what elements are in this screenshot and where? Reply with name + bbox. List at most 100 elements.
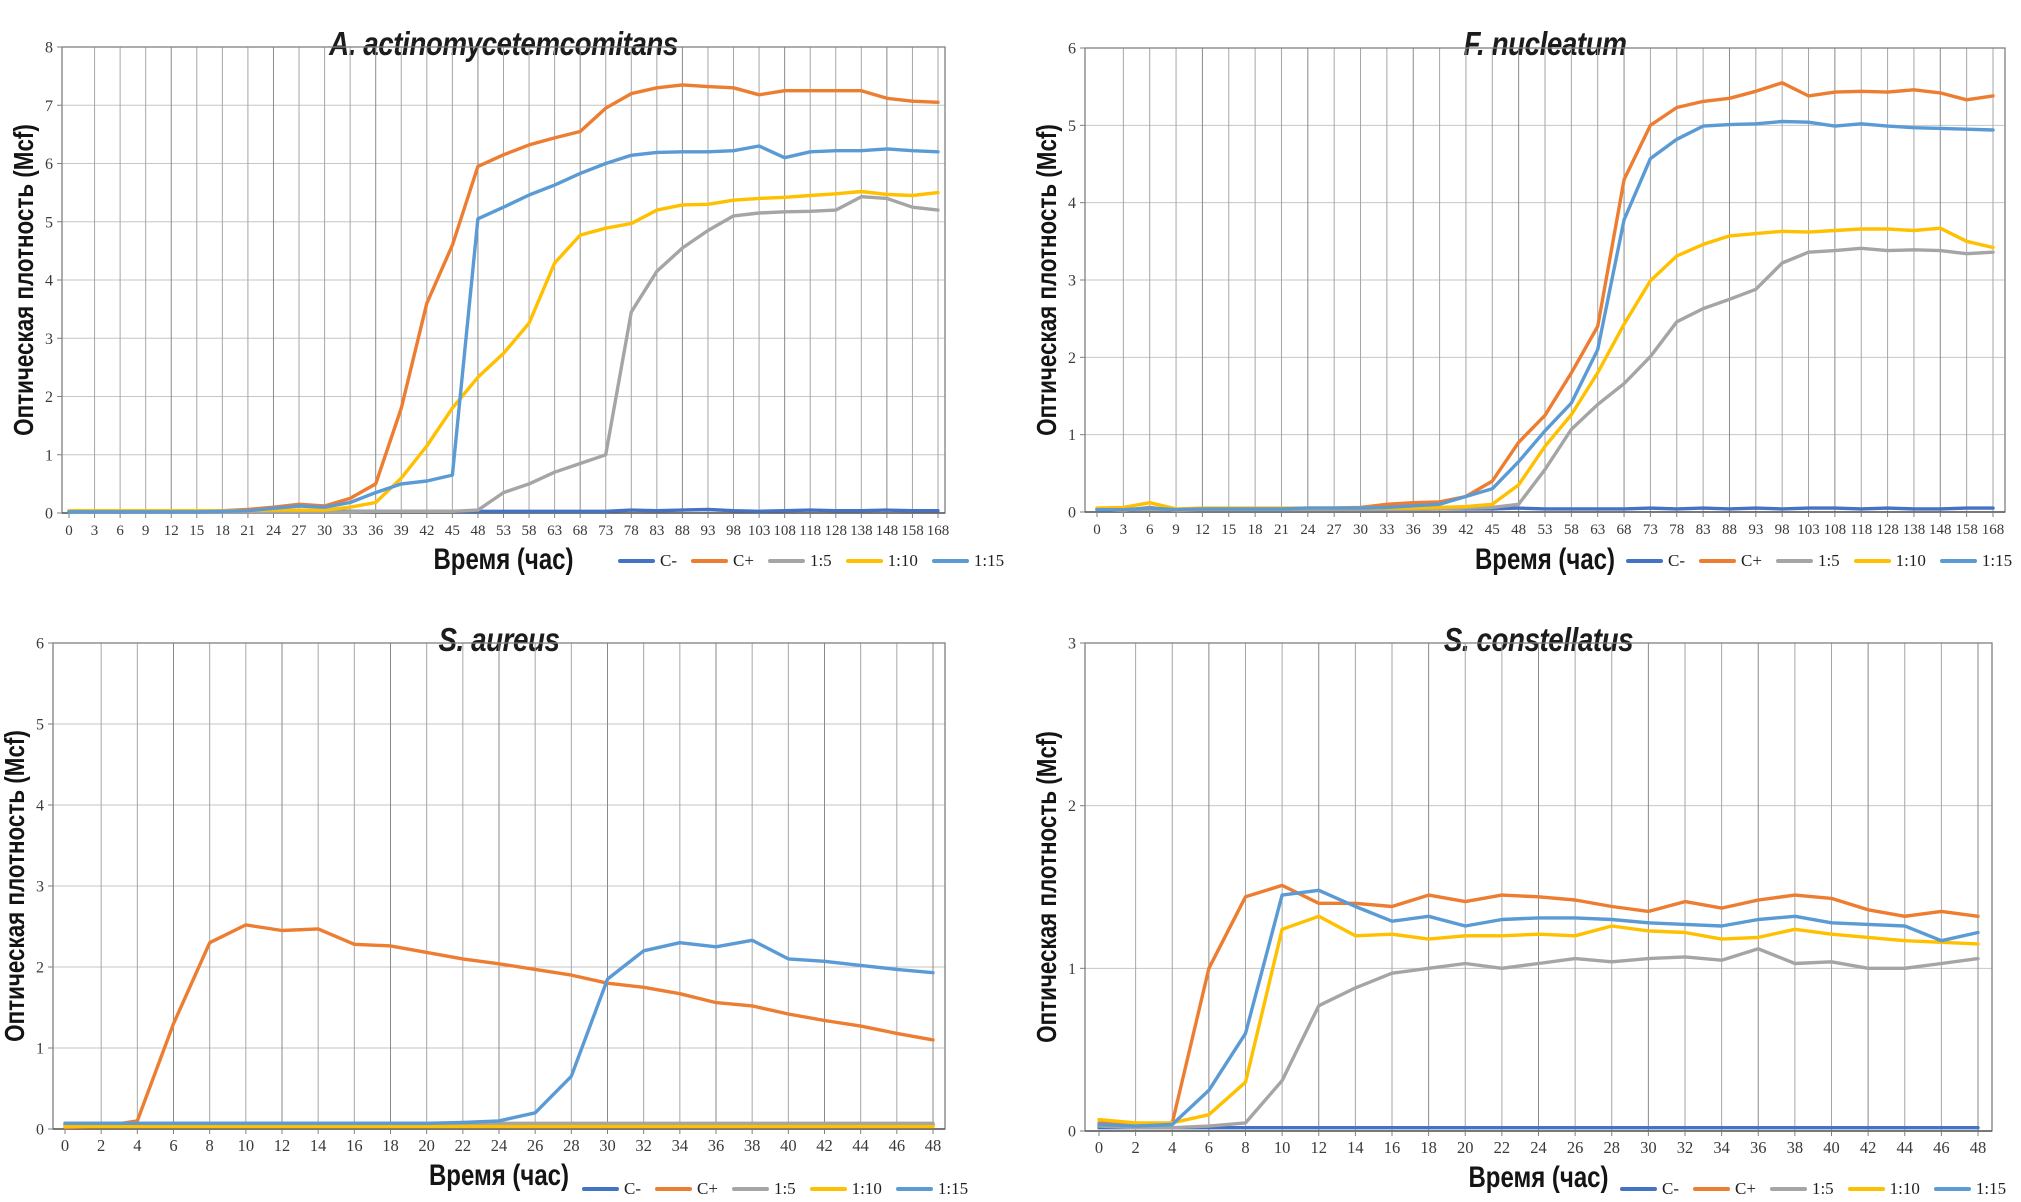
legend-item-c-neg: C- (582, 1179, 641, 1199)
svg-text:9: 9 (142, 523, 150, 539)
svg-text:33: 33 (1379, 522, 1394, 538)
svg-text:3: 3 (1120, 522, 1128, 538)
svg-text:53: 53 (1538, 522, 1553, 538)
svg-text:39: 39 (1432, 522, 1447, 538)
legend-item-c-neg: C- (1626, 551, 1685, 571)
legend-item-1-15: 1:15 (1939, 551, 2012, 571)
svg-text:6: 6 (1205, 1138, 1213, 1157)
svg-text:118: 118 (799, 523, 821, 539)
svg-text:83: 83 (1696, 522, 1711, 538)
legend-item-1-15: 1:15 (931, 551, 1004, 571)
legend-label-1-10: 1:10 (1895, 551, 1926, 570)
svg-text:45: 45 (445, 523, 460, 539)
svg-text:53: 53 (496, 523, 511, 539)
svg-text:108: 108 (1824, 522, 1847, 538)
y-axis-title: Оптическая плотность (Mcf) (8, 124, 39, 436)
svg-text:38: 38 (744, 1136, 761, 1155)
legend-item-1-15: 1:15 (1933, 1179, 2006, 1199)
svg-text:168: 168 (927, 523, 950, 539)
svg-text:22: 22 (1494, 1138, 1511, 1157)
svg-text:98: 98 (726, 523, 741, 539)
legend-item-1-5: 1:5 (767, 551, 832, 571)
svg-text:45: 45 (1485, 522, 1500, 538)
svg-text:88: 88 (1722, 522, 1737, 538)
svg-text:78: 78 (1669, 522, 1684, 538)
svg-text:38: 38 (1787, 1138, 1804, 1157)
y-axis-title: Оптическая плотность (Mcf) (1031, 731, 1062, 1043)
legend-label-1-10: 1:10 (887, 551, 918, 570)
x-axis-title: Время (час) (1468, 1161, 1609, 1194)
svg-text:30: 30 (1353, 522, 1368, 538)
svg-text:46: 46 (889, 1136, 906, 1155)
svg-text:4: 4 (45, 273, 53, 290)
svg-text:6: 6 (116, 523, 124, 539)
svg-text:168: 168 (1982, 522, 2005, 538)
legend-swatch-1-5 (731, 1187, 769, 1191)
x-axis-title: Время (час) (428, 1159, 570, 1192)
svg-text:21: 21 (240, 523, 255, 539)
svg-text:1: 1 (1068, 427, 1076, 444)
legend-label-1-10: 1:10 (1889, 1179, 1920, 1198)
legend-swatch-c-neg (582, 1187, 619, 1191)
svg-text:18: 18 (1248, 522, 1263, 538)
svg-text:24: 24 (1300, 522, 1316, 538)
legend-item-1-5: 1:5 (1775, 551, 1840, 571)
x-axis-title: Время (час) (1474, 543, 1616, 576)
svg-text:34: 34 (672, 1136, 689, 1155)
svg-text:128: 128 (1876, 522, 1899, 538)
y-axis-title: Оптическая плотность (Mcf) (1031, 124, 1062, 436)
legend-item-c-neg: C- (618, 551, 677, 571)
svg-text:14: 14 (310, 1136, 327, 1155)
chart-title: A. actinomycetemcomitans (329, 25, 678, 63)
svg-text:9: 9 (1172, 522, 1180, 538)
svg-text:36: 36 (368, 523, 384, 539)
svg-text:2: 2 (97, 1136, 105, 1155)
legend-item-c-pos: C+ (1693, 1179, 1756, 1199)
svg-text:28: 28 (1604, 1138, 1621, 1157)
legend-swatch-1-10 (845, 559, 883, 563)
svg-text:24: 24 (1530, 1138, 1547, 1157)
svg-text:0: 0 (65, 523, 73, 539)
legend: C- C+ 1:5 1:10 1:15 (1620, 1179, 2006, 1199)
legend-label-1-5: 1:5 (773, 1179, 796, 1198)
svg-text:8: 8 (45, 40, 53, 57)
legend-item-1-5: 1:5 (1769, 1179, 1834, 1199)
svg-text:138: 138 (1903, 522, 1926, 538)
svg-text:44: 44 (1897, 1138, 1914, 1157)
svg-text:18: 18 (215, 523, 230, 539)
svg-text:4: 4 (1068, 195, 1076, 212)
svg-text:2: 2 (45, 389, 53, 406)
legend-swatch-1-10 (1847, 1187, 1885, 1191)
legend-label-1-5: 1:5 (1811, 1179, 1834, 1198)
svg-text:8: 8 (1241, 1138, 1249, 1157)
legend-swatch-1-15 (895, 1187, 933, 1191)
svg-text:39: 39 (394, 523, 409, 539)
svg-text:118: 118 (1850, 522, 1872, 538)
legend: C- C+ 1:5 1:10 1:15 (1626, 551, 2012, 571)
svg-text:6: 6 (36, 636, 44, 653)
legend-swatch-1-5 (1769, 1187, 1807, 1191)
svg-text:2: 2 (1068, 350, 1076, 367)
legend-swatch-c-neg (618, 559, 655, 563)
svg-text:42: 42 (419, 523, 434, 539)
svg-text:148: 148 (1929, 522, 1952, 538)
svg-text:4: 4 (133, 1136, 141, 1155)
svg-text:42: 42 (816, 1136, 833, 1155)
svg-text:58: 58 (522, 523, 537, 539)
svg-text:32: 32 (1677, 1138, 1694, 1157)
svg-text:36: 36 (708, 1136, 725, 1155)
legend-label-c-neg: C- (660, 551, 677, 570)
svg-text:16: 16 (346, 1136, 363, 1155)
svg-text:48: 48 (925, 1136, 942, 1155)
svg-text:14: 14 (1347, 1138, 1364, 1157)
svg-text:73: 73 (1643, 522, 1658, 538)
svg-text:158: 158 (901, 523, 924, 539)
svg-text:44: 44 (852, 1136, 869, 1155)
svg-text:1: 1 (1068, 961, 1076, 978)
svg-text:36: 36 (1750, 1138, 1767, 1157)
svg-text:36: 36 (1406, 522, 1422, 538)
svg-text:73: 73 (598, 523, 613, 539)
legend-item-1-10: 1:10 (1847, 1179, 1920, 1199)
